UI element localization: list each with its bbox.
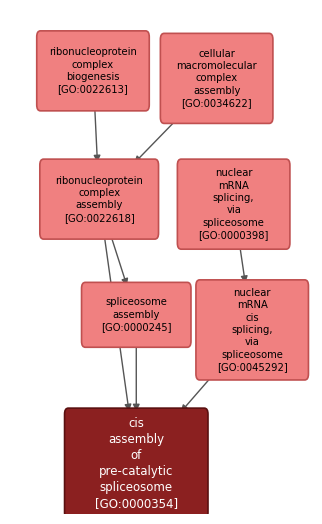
FancyBboxPatch shape	[81, 282, 191, 347]
Text: cis
assembly
of
pre-catalytic
spliceosome
[GO:0000354]: cis assembly of pre-catalytic spliceosom…	[95, 417, 178, 510]
FancyBboxPatch shape	[160, 34, 273, 124]
FancyBboxPatch shape	[64, 408, 208, 518]
FancyBboxPatch shape	[177, 159, 290, 249]
Text: ribonucleoprotein
complex
biogenesis
[GO:0022613]: ribonucleoprotein complex biogenesis [GO…	[49, 47, 137, 94]
Text: ribonucleoprotein
complex
assembly
[GO:0022618]: ribonucleoprotein complex assembly [GO:0…	[55, 176, 143, 223]
Text: spliceosome
assembly
[GO:0000245]: spliceosome assembly [GO:0000245]	[101, 298, 172, 332]
Text: nuclear
mRNA
cis
splicing,
via
spliceosome
[GO:0045292]: nuclear mRNA cis splicing, via spliceoso…	[217, 288, 288, 372]
Text: cellular
macromolecular
complex
assembly
[GO:0034622]: cellular macromolecular complex assembly…	[176, 49, 257, 108]
FancyBboxPatch shape	[40, 159, 158, 239]
Text: nuclear
mRNA
splicing,
via
spliceosome
[GO:0000398]: nuclear mRNA splicing, via spliceosome […	[198, 168, 269, 240]
FancyBboxPatch shape	[196, 280, 308, 380]
FancyBboxPatch shape	[37, 31, 149, 111]
